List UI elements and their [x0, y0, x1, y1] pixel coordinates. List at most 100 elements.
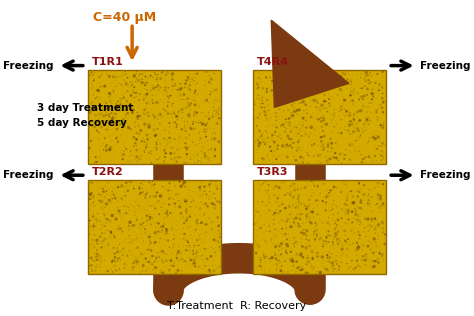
Point: [348, 220, 356, 225]
Point: [313, 188, 320, 193]
Point: [190, 153, 197, 158]
Point: [196, 193, 204, 198]
Point: [381, 264, 389, 269]
Point: [131, 136, 139, 141]
Point: [174, 155, 182, 160]
Point: [192, 251, 200, 256]
Point: [93, 251, 101, 256]
Point: [275, 154, 283, 159]
Point: [365, 77, 372, 82]
Point: [197, 199, 205, 204]
Point: [207, 126, 214, 131]
Point: [333, 232, 340, 237]
Point: [187, 258, 194, 263]
Point: [86, 232, 94, 237]
Point: [167, 258, 175, 264]
Point: [146, 215, 153, 220]
Point: [381, 142, 388, 147]
Point: [292, 134, 300, 139]
Point: [289, 254, 297, 259]
Point: [314, 203, 321, 208]
Point: [210, 126, 218, 131]
Point: [147, 222, 155, 228]
Point: [185, 248, 193, 253]
Point: [92, 254, 100, 259]
Point: [358, 200, 365, 205]
Point: [117, 122, 124, 127]
Point: [337, 117, 345, 122]
Point: [85, 119, 93, 124]
Point: [202, 132, 210, 137]
Point: [180, 220, 188, 225]
Point: [374, 257, 381, 262]
Point: [128, 153, 135, 158]
Point: [96, 154, 104, 159]
Point: [109, 246, 117, 251]
Point: [205, 158, 213, 163]
Point: [297, 76, 304, 81]
Point: [102, 149, 110, 154]
Point: [337, 117, 345, 122]
Point: [86, 232, 93, 237]
Point: [90, 258, 98, 264]
Point: [279, 122, 287, 127]
Point: [96, 74, 103, 79]
Point: [91, 70, 98, 75]
Point: [306, 153, 313, 158]
Point: [286, 107, 294, 112]
Point: [195, 150, 202, 155]
Point: [109, 258, 117, 263]
Point: [363, 118, 371, 123]
Point: [272, 156, 280, 161]
Point: [253, 242, 260, 247]
Point: [252, 183, 260, 188]
Point: [379, 95, 386, 100]
Point: [120, 78, 128, 83]
Point: [145, 150, 153, 155]
Point: [130, 105, 138, 110]
Point: [93, 257, 101, 262]
Point: [140, 250, 148, 255]
Point: [98, 231, 106, 236]
Point: [181, 221, 188, 226]
Point: [160, 249, 167, 254]
Point: [155, 235, 163, 240]
Point: [186, 80, 194, 85]
Point: [342, 207, 350, 212]
Point: [350, 89, 357, 94]
Point: [306, 216, 314, 221]
Point: [162, 81, 170, 86]
Point: [278, 264, 285, 269]
Point: [128, 159, 136, 164]
Point: [295, 193, 302, 198]
Point: [357, 198, 365, 203]
Point: [206, 124, 214, 129]
Point: [159, 70, 167, 75]
Point: [364, 252, 372, 257]
Point: [138, 216, 146, 221]
Point: [372, 80, 380, 85]
Point: [185, 144, 193, 149]
Point: [97, 199, 105, 204]
Point: [94, 74, 102, 79]
Point: [128, 233, 135, 238]
Point: [328, 251, 336, 256]
Point: [161, 78, 168, 83]
Point: [257, 101, 265, 106]
Point: [360, 125, 367, 131]
Point: [183, 211, 191, 216]
Point: [96, 219, 104, 224]
Point: [328, 204, 335, 209]
Point: [107, 193, 114, 198]
Point: [333, 250, 340, 255]
Point: [113, 256, 120, 261]
Point: [372, 258, 379, 264]
Point: [337, 106, 345, 111]
Point: [89, 257, 96, 262]
Point: [275, 253, 283, 258]
Point: [272, 97, 279, 102]
Point: [129, 90, 137, 95]
Point: [275, 117, 283, 122]
Point: [101, 136, 109, 141]
Point: [200, 118, 208, 123]
